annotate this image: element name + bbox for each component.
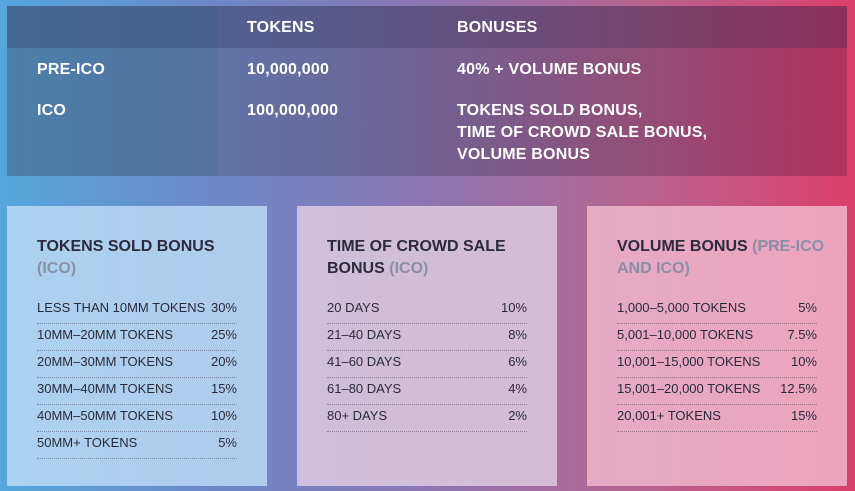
- header-bonuses: BONUSES: [457, 19, 538, 36]
- tier-label: 15,001–20,000 TOKENS: [617, 381, 761, 396]
- bonus-line: 40% + VOLUME BONUS: [457, 61, 642, 78]
- list-item: 40MM–50MM TOKENS 10%: [37, 405, 237, 432]
- tier-label: 41–60 DAYS: [327, 354, 402, 369]
- tier-value: 30%: [210, 300, 237, 315]
- tier-label: 30MM–40MM TOKENS: [37, 381, 174, 396]
- bonus-line: TIME OF CROWD SALE BONUS,: [457, 124, 708, 141]
- tier-label: 40MM–50MM TOKENS: [37, 408, 174, 423]
- list-item: 10,001–15,000 TOKENS 10%: [617, 351, 817, 378]
- tier-label: 80+ DAYS: [327, 408, 388, 423]
- row-pre-ico-label: PRE-ICO: [37, 61, 106, 78]
- card-title-main: TOKENS SOLD BONUS: [37, 238, 215, 255]
- card-title: VOLUME BONUS (PRE-ICO AND ICO): [617, 236, 827, 280]
- bonus-tier-list: 20 DAYS 10% 21–40 DAYS 8% 41–60 DAYS 6% 61–…: [327, 297, 527, 432]
- row-label-column: [7, 6, 217, 176]
- tier-value: 5%: [798, 300, 817, 315]
- tier-value: 7.5%: [787, 327, 817, 342]
- list-item: 5,001–10,000 TOKENS 7.5%: [617, 324, 817, 351]
- list-item: 15,001–20,000 TOKENS 12.5%: [617, 378, 817, 405]
- tier-label: 21–40 DAYS: [327, 327, 402, 342]
- header-tokens: TOKENS: [247, 19, 315, 36]
- tier-value: 4%: [508, 381, 527, 396]
- tier-value: 12.5%: [780, 381, 817, 396]
- crowd-sale-time-bonus-card: TIME OF CROWD SALE BONUS (ICO) 20 DAYS 10…: [297, 206, 557, 486]
- card-title-main: VOLUME BONUS: [617, 238, 753, 255]
- tier-value: 10%: [790, 354, 817, 369]
- list-item: LESS THAN 10MM TOKENS 30%: [37, 297, 237, 324]
- bonus-tier-list: LESS THAN 10MM TOKENS 30% 10MM–20MM TOKEN…: [37, 297, 237, 459]
- tier-label: 5,001–10,000 TOKENS: [617, 327, 754, 342]
- row-pre-ico-tokens: 10,000,000: [247, 61, 330, 78]
- list-item: 61–80 DAYS 4%: [327, 378, 527, 405]
- card-title-sub: (ICO): [37, 260, 77, 277]
- list-item: 1,000–5,000 TOKENS 5%: [617, 297, 817, 324]
- tier-value: 15%: [210, 381, 237, 396]
- bonus-line: VOLUME BONUS: [457, 146, 591, 163]
- list-item: 80+ DAYS 2%: [327, 405, 527, 432]
- row-pre-ico-bonus: 40% + VOLUME BONUS: [457, 59, 642, 81]
- tier-label: LESS THAN 10MM TOKENS: [37, 300, 206, 315]
- list-item: 20,001+ TOKENS 15%: [617, 405, 817, 432]
- tier-value: 10%: [500, 300, 527, 315]
- list-item: 20 DAYS 10%: [327, 297, 527, 324]
- tier-value: 8%: [508, 327, 527, 342]
- tier-value: 5%: [218, 435, 237, 450]
- ico-summary-table: TOKENS BONUSES PRE-ICO 10,000,000 40% + …: [7, 6, 847, 176]
- tier-value: 2%: [508, 408, 527, 423]
- tier-label: 10,001–15,000 TOKENS: [617, 354, 761, 369]
- list-item: 20MM–30MM TOKENS 20%: [37, 351, 237, 378]
- card-title: TIME OF CROWD SALE BONUS (ICO): [327, 236, 537, 280]
- bonus-tier-list: 1,000–5,000 TOKENS 5% 5,001–10,000 TOKENS…: [617, 297, 817, 432]
- list-item: 30MM–40MM TOKENS 15%: [37, 378, 237, 405]
- tokens-sold-bonus-card: TOKENS SOLD BONUS (ICO) LESS THAN 10MM T…: [7, 206, 267, 486]
- tier-value: 15%: [790, 408, 817, 423]
- tier-label: 1,000–5,000 TOKENS: [617, 300, 746, 315]
- tier-value: 20%: [210, 354, 237, 369]
- card-title: TOKENS SOLD BONUS (ICO): [37, 236, 247, 280]
- list-item: 10MM–20MM TOKENS 25%: [37, 324, 237, 351]
- tier-label: 10MM–20MM TOKENS: [37, 327, 174, 342]
- table-header-row: [7, 6, 847, 48]
- volume-bonus-card: VOLUME BONUS (PRE-ICO AND ICO) 1,000–5,0…: [587, 206, 847, 486]
- tier-value: 10%: [210, 408, 237, 423]
- tier-label: 20 DAYS: [327, 300, 380, 315]
- card-title-sub: (PRE-ICO AND ICO): [617, 238, 825, 277]
- tier-label: 50MM+ TOKENS: [37, 435, 138, 450]
- row-ico-bonus: TOKENS SOLD BONUS, TIME OF CROWD SALE BO…: [457, 100, 707, 166]
- list-item: 41–60 DAYS 6%: [327, 351, 527, 378]
- bonus-line: TOKENS SOLD BONUS,: [457, 102, 643, 119]
- list-item: 21–40 DAYS 8%: [327, 324, 527, 351]
- card-title-main: TIME OF CROWD SALE BONUS: [327, 238, 506, 277]
- tier-label: 20MM–30MM TOKENS: [37, 354, 174, 369]
- tier-label: 20,001+ TOKENS: [617, 408, 721, 423]
- tier-value: 25%: [210, 327, 237, 342]
- tier-label: 61–80 DAYS: [327, 381, 402, 396]
- card-title-sub: (ICO): [389, 260, 429, 277]
- row-ico-tokens: 100,000,000: [247, 102, 339, 119]
- tier-value: 6%: [508, 354, 527, 369]
- row-ico-label: ICO: [37, 102, 67, 119]
- list-item: 50MM+ TOKENS 5%: [37, 432, 237, 459]
